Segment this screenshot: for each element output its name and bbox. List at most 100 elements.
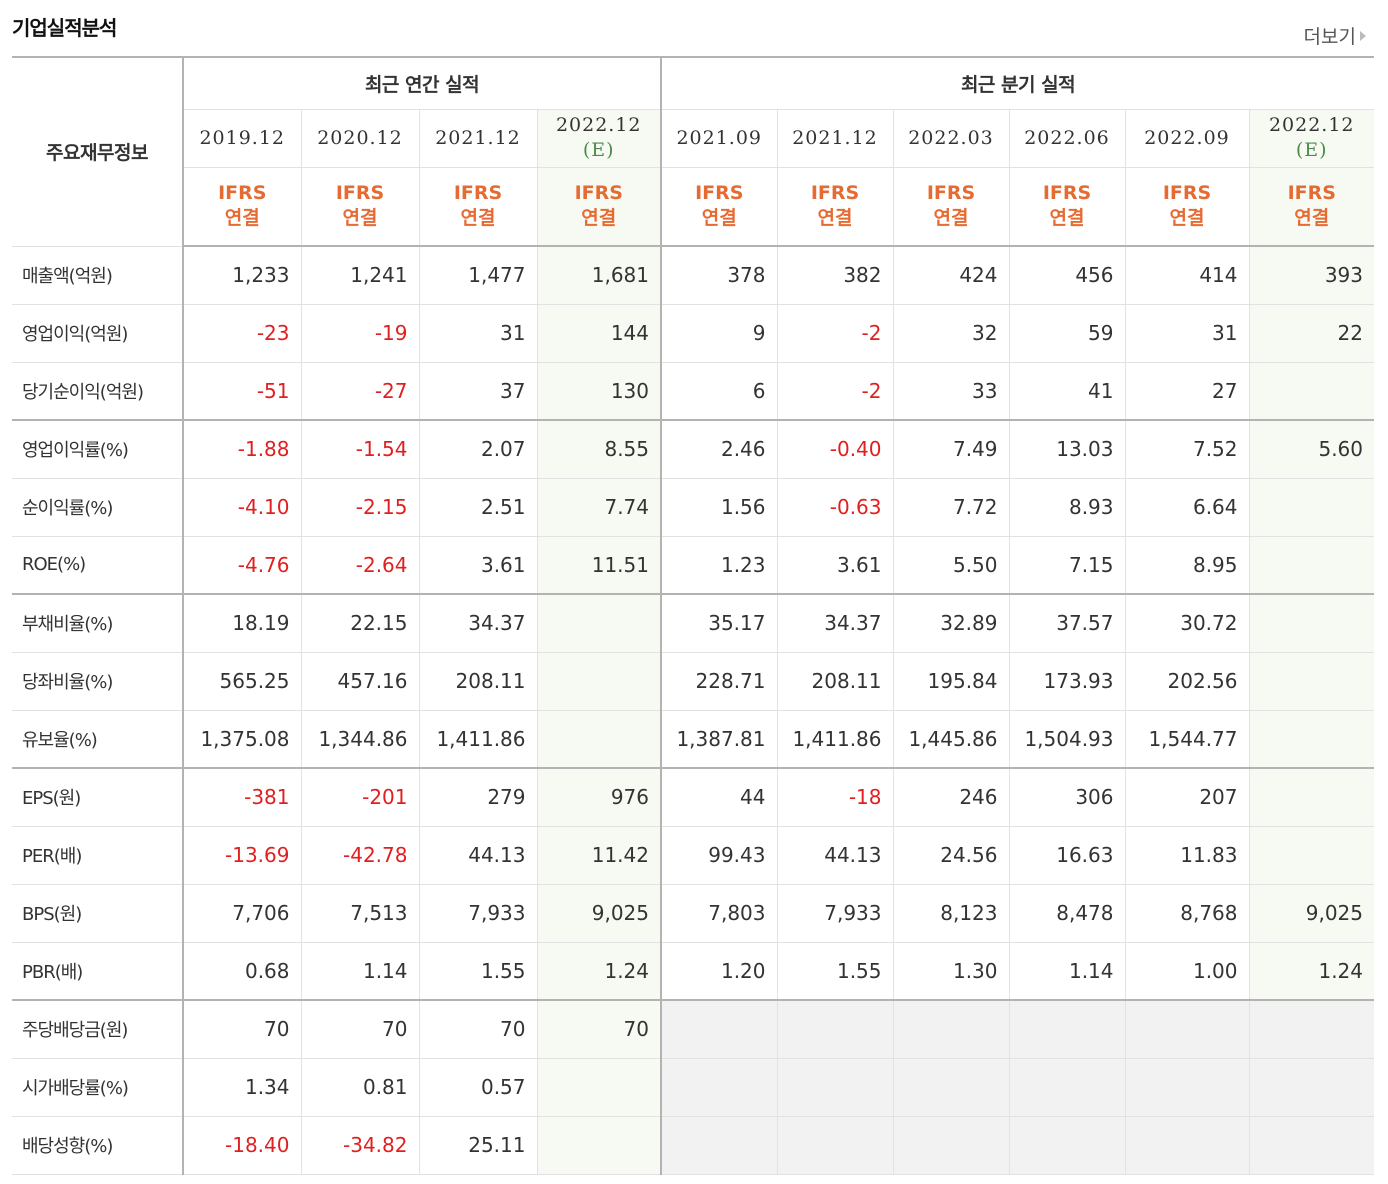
row-label: PBR(배) — [12, 942, 183, 1001]
table-cell: -201 — [300, 768, 419, 827]
table-cell: 6 — [660, 362, 777, 421]
table-cell: 27 — [1124, 362, 1249, 421]
table-cell: 1.14 — [300, 942, 419, 1001]
table-cell: 1,375.08 — [182, 710, 301, 769]
table-cell: 70 — [418, 1000, 537, 1059]
table-cell: 16.63 — [1008, 826, 1125, 885]
period-header-estimate: 2022.12 (E) — [1248, 109, 1374, 168]
table-row: EPS(원) -381 -201 279 976 44 -18 246 306 207 — [12, 768, 1374, 827]
table-cell: 44.13 — [418, 826, 537, 885]
table-cell: -34.82 — [300, 1116, 419, 1175]
table-cell: 306 — [1008, 768, 1125, 827]
table-cell — [1248, 362, 1374, 421]
table-cell — [1248, 652, 1374, 711]
table-cell: 7,933 — [776, 884, 893, 943]
table-cell — [1248, 536, 1374, 595]
basis-standard: IFRS — [218, 182, 267, 205]
table-row: 당좌비율(%) 565.25 457.16 208.11 228.71 208.11 195… — [12, 652, 1374, 711]
table-cell: 1,241 — [300, 246, 419, 305]
table-cell: -42.78 — [300, 826, 419, 885]
basis-scope: 연결 — [581, 207, 617, 230]
table-cell: -0.63 — [776, 478, 893, 537]
basis-header: IFRS 연결 — [1124, 167, 1249, 247]
table-cell: 31 — [1124, 304, 1249, 363]
table-cell: 1,504.93 — [1008, 710, 1125, 769]
basis-standard: IFRS — [1042, 182, 1092, 205]
table-cell — [892, 1000, 1009, 1059]
table-row: 매출액(억원) 1,233 1,241 1,477 1,681 378 382 424 456 4… — [12, 246, 1374, 305]
table-cell — [536, 652, 661, 711]
table-cell: -1.54 — [300, 420, 419, 479]
table-cell: 5.50 — [892, 536, 1009, 595]
table-cell: 35.17 — [660, 594, 777, 653]
table-cell: -2 — [776, 362, 893, 421]
table-cell: 22 — [1248, 304, 1374, 363]
table-cell: 9 — [660, 304, 777, 363]
table-cell: 1.30 — [892, 942, 1009, 1001]
table-cell: 279 — [418, 768, 537, 827]
table-row: 주당배당금(원) 70 70 70 70 — [12, 1000, 1374, 1059]
table-cell: 456 — [1008, 246, 1125, 305]
row-label: EPS(원) — [12, 768, 183, 827]
table-cell: 44 — [660, 768, 777, 827]
table-cell — [1124, 1116, 1249, 1175]
table-cell: 59 — [1008, 304, 1125, 363]
row-label: 유보율(%) — [12, 710, 183, 769]
table-cell: 31 — [418, 304, 537, 363]
basis-scope: 연결 — [701, 207, 737, 230]
table-cell: 70 — [182, 1000, 301, 1059]
basis-header: IFRS 연결 — [1248, 167, 1374, 247]
table-cell: 6.64 — [1124, 478, 1249, 537]
row-label: PER(배) — [12, 826, 183, 885]
group-quarter-header: 최근 분기 실적 — [660, 56, 1374, 110]
table-cell: 18.19 — [182, 594, 301, 653]
period-label: 2022.12 — [555, 114, 642, 136]
table-cell: 7.72 — [892, 478, 1009, 537]
table-row: 영업이익률(%) -1.88 -1.54 2.07 8.55 2.46 -0.40 7.49 1… — [12, 420, 1374, 479]
table-cell — [536, 710, 661, 769]
table-cell: 8,123 — [892, 884, 1009, 943]
table-body: 매출액(억원) 1,233 1,241 1,477 1,681 378 382 424 456 4… — [12, 246, 1374, 1175]
table-row: 순이익률(%) -4.10 -2.15 2.51 7.74 1.56 -0.63 7.72 8.… — [12, 478, 1374, 537]
table-cell: 0.68 — [182, 942, 301, 1001]
row-label: 당기순이익(억원) — [12, 362, 183, 421]
table-cell — [1124, 1000, 1249, 1059]
table-cell: -18.40 — [182, 1116, 301, 1175]
table-cell — [1248, 1000, 1374, 1059]
table-cell: 8.55 — [536, 420, 661, 479]
corner-header: 주요재무정보 — [12, 56, 183, 247]
table-cell — [1248, 826, 1374, 885]
table-row: 부채비율(%) 18.19 22.15 34.37 35.17 34.37 32.89 37.… — [12, 594, 1374, 653]
table-cell — [1248, 594, 1374, 653]
table-cell — [1248, 768, 1374, 827]
estimate-mark: (E) — [582, 139, 615, 161]
row-label: 시가배당률(%) — [12, 1058, 183, 1117]
basis-standard: IFRS — [695, 182, 744, 205]
table-cell: 382 — [776, 246, 893, 305]
table-cell: 8,478 — [1008, 884, 1125, 943]
table-cell — [660, 1058, 777, 1117]
table-row: ROE(%) -4.76 -2.64 3.61 11.51 1.23 3.61 5.50 7.1… — [12, 536, 1374, 595]
table-cell: -2.15 — [300, 478, 419, 537]
basis-header-row: IFRS 연결 IFRS 연결 IFRS 연결 IFRS 연결 IFRS 연결 IFRS 연결 IFRS… — [12, 167, 1374, 247]
more-link[interactable]: 더보기 — [1304, 22, 1366, 49]
table-cell: -1.88 — [182, 420, 301, 479]
table-cell: 1.20 — [660, 942, 777, 1001]
table-cell: 7,513 — [300, 884, 419, 943]
table-cell: 8.95 — [1124, 536, 1249, 595]
table-cell: 207 — [1124, 768, 1249, 827]
basis-standard: IFRS — [453, 182, 503, 205]
table-cell: 228.71 — [660, 652, 777, 711]
period-header: 2021.09 — [660, 109, 777, 168]
basis-scope: 연결 — [1169, 207, 1205, 230]
basis-scope: 연결 — [460, 207, 496, 230]
table-cell: -19 — [300, 304, 419, 363]
table-cell — [1248, 478, 1374, 537]
table-cell: 44.13 — [776, 826, 893, 885]
table-cell — [1008, 1058, 1125, 1117]
row-label: ROE(%) — [12, 536, 183, 595]
table-cell: 7,706 — [182, 884, 301, 943]
table-row: 영업이익(억원) -23 -19 31 144 9 -2 32 59 31 22 — [12, 304, 1374, 363]
row-label: 당좌비율(%) — [12, 652, 183, 711]
table-cell: 1,411.86 — [418, 710, 537, 769]
